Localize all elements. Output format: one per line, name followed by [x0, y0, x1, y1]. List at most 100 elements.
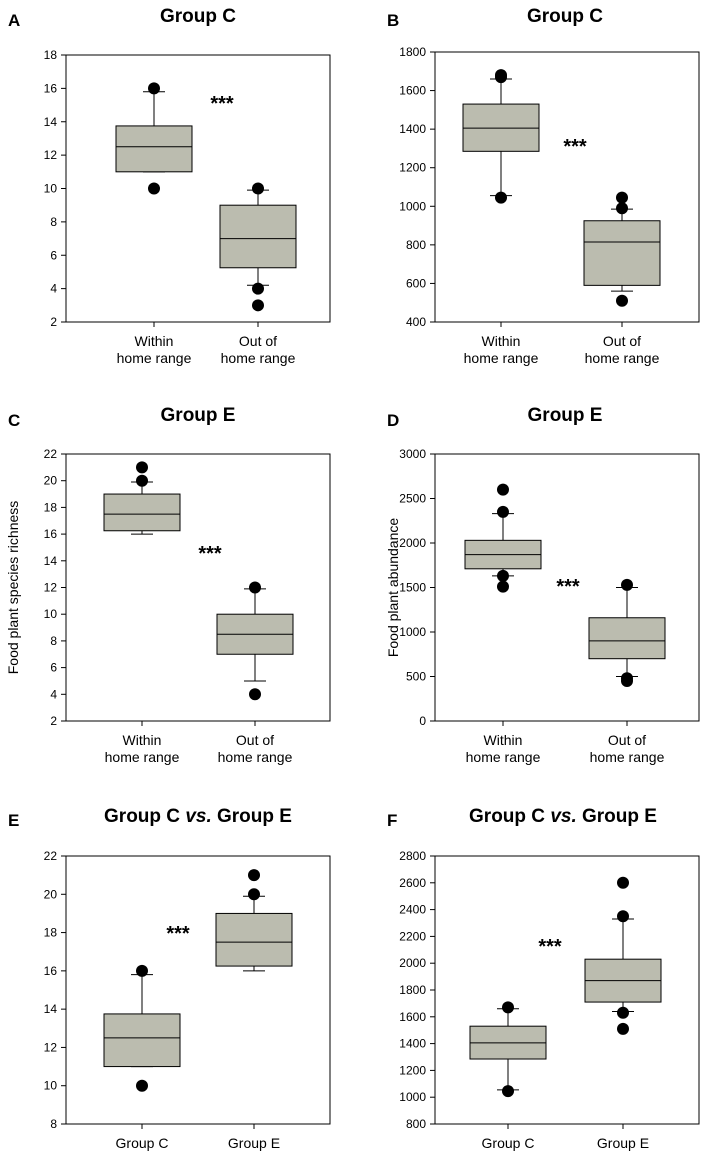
panel-a-ytick-label: 2 — [50, 315, 57, 329]
panel-a-ytick-label: 6 — [50, 248, 57, 262]
panel-d-box — [588, 617, 666, 660]
panel-d-ytick-label: 500 — [406, 670, 426, 684]
panel-e-category-label: Group C — [116, 1135, 169, 1151]
panel-d-ytick-label: 3000 — [399, 447, 426, 461]
panel-a-outlier — [148, 82, 160, 95]
panel-f-title: Group C vs. Group E — [469, 806, 657, 827]
panel-c-ylabel: Food plant species richness — [5, 501, 21, 675]
panel-b-category-label: Within home range — [464, 333, 539, 366]
panel-c-letter: C — [8, 411, 20, 430]
panel-d-ytick-label: 0 — [419, 714, 426, 728]
panel-f-ytick-label: 1800 — [399, 983, 426, 997]
panel-b-outlier — [616, 202, 628, 215]
panel-f-ytick-label: 2800 — [399, 849, 426, 863]
panel-c-box — [103, 493, 181, 532]
panel-a-significance: *** — [210, 93, 234, 115]
panel-d-outlier — [621, 672, 633, 685]
panel-b-category-label: Out of home range — [585, 333, 660, 366]
panel-e-ytick-label: 10 — [44, 1079, 58, 1093]
panel-c-outlier — [249, 581, 261, 594]
panel-d-outlier — [497, 483, 509, 496]
panel-b-box — [583, 220, 661, 286]
panel-d-outlier — [621, 578, 633, 591]
panel-b-letter: B — [387, 11, 399, 30]
panel-a-category-label: Within home range — [117, 333, 192, 366]
panel-e-ytick-label: 20 — [44, 887, 58, 901]
panel-e-ytick-label: 22 — [44, 849, 58, 863]
panel-e-significance: *** — [166, 923, 190, 945]
panel-a-title: Group C — [160, 6, 236, 27]
panel-b-ytick-label: 600 — [406, 276, 426, 290]
panel-e-outlier — [248, 888, 260, 901]
panel-d-letter: D — [387, 411, 399, 430]
panel-c-ytick-label: 10 — [44, 607, 58, 621]
panel-a-outlier — [252, 282, 264, 295]
panel-c-ytick-label: 6 — [50, 661, 57, 675]
panel-b-ytick-label: 1400 — [399, 122, 426, 136]
panel-a-ytick-label: 18 — [44, 48, 58, 62]
panel-e-outlier — [248, 869, 260, 882]
panel-e-ytick-label: 12 — [44, 1040, 58, 1054]
panel-b-outlier — [616, 191, 628, 204]
panel-b-ytick-label: 800 — [406, 238, 426, 252]
panel-b-ytick-label: 1800 — [399, 45, 426, 59]
panel-c-outlier — [249, 688, 261, 701]
panel-b-ytick-label: 1600 — [399, 84, 426, 98]
panel-f-outlier — [502, 1085, 514, 1098]
panel-f-letter: F — [387, 811, 397, 830]
panel-c-ytick-label: 2 — [50, 714, 57, 728]
panel-e-letter: E — [8, 811, 19, 830]
panel-a-box — [115, 125, 193, 173]
panel-f-category-label: Group C — [482, 1135, 535, 1151]
panel-f-ytick-label: 2200 — [399, 929, 426, 943]
panel-e-outlier — [136, 1079, 148, 1092]
panel-d-ytick-label: 1500 — [399, 581, 426, 595]
panel-c-ytick-label: 18 — [44, 500, 58, 514]
panel-b-ytick-label: 1200 — [399, 161, 426, 175]
panel-a-ytick-label: 14 — [44, 115, 58, 129]
panel-f-outlier — [617, 876, 629, 889]
panel-a-letter: A — [8, 11, 20, 30]
panel-c-ytick-label: 22 — [44, 447, 58, 461]
panel-f-outlier — [617, 1006, 629, 1019]
panel-e-outlier — [136, 964, 148, 977]
panel-d-outlier — [497, 580, 509, 593]
panel-a-frame — [65, 54, 331, 323]
panel-d-ylabel: Food plant abundance — [385, 518, 401, 658]
panel-e-box — [103, 1013, 181, 1068]
panel-f-significance: *** — [538, 936, 562, 958]
panel-c-ytick-label: 12 — [44, 581, 58, 595]
panel-c-ytick-label: 4 — [50, 687, 57, 701]
panel-f-ytick-label: 1400 — [399, 1037, 426, 1051]
panel-f-category-label: Group E — [597, 1135, 649, 1151]
panel-b-significance: *** — [563, 136, 587, 158]
panel-e-box — [215, 912, 293, 967]
panel-e-category-label: Group E — [228, 1135, 280, 1151]
panel-e-frame — [65, 855, 331, 1125]
panel-d-significance: *** — [556, 576, 580, 598]
panel-f-ytick-label: 1000 — [399, 1090, 426, 1104]
panel-b-ytick-label: 1000 — [399, 199, 426, 213]
panel-a-ytick-label: 10 — [44, 182, 58, 196]
panel-d-title: Group E — [528, 405, 603, 426]
panel-c-ytick-label: 8 — [50, 634, 57, 648]
panel-b-outlier — [495, 191, 507, 204]
panel-f-ytick-label: 1200 — [399, 1063, 426, 1077]
panel-a-box — [219, 204, 297, 269]
panel-f-ytick-label: 800 — [406, 1117, 426, 1131]
panel-a-outlier — [252, 182, 264, 195]
panel-f-ytick-label: 2600 — [399, 876, 426, 890]
panel-c-ytick-label: 16 — [44, 527, 58, 541]
panel-b-outlier — [495, 69, 507, 82]
panel-d-category-label: Within home range — [466, 732, 541, 765]
panel-a-ytick-label: 4 — [50, 282, 57, 296]
panel-f-outlier — [502, 1001, 514, 1014]
panel-f-ytick-label: 2400 — [399, 903, 426, 917]
panel-c-ytick-label: 14 — [44, 554, 58, 568]
panel-c-ytick-label: 20 — [44, 474, 58, 488]
panel-e-ytick-label: 18 — [44, 926, 58, 940]
panel-c-category-label: Within home range — [105, 732, 180, 765]
panel-b-frame — [434, 51, 700, 323]
panel-b-ytick-label: 400 — [406, 315, 426, 329]
panel-e-title: Group C vs. Group E — [104, 806, 292, 827]
